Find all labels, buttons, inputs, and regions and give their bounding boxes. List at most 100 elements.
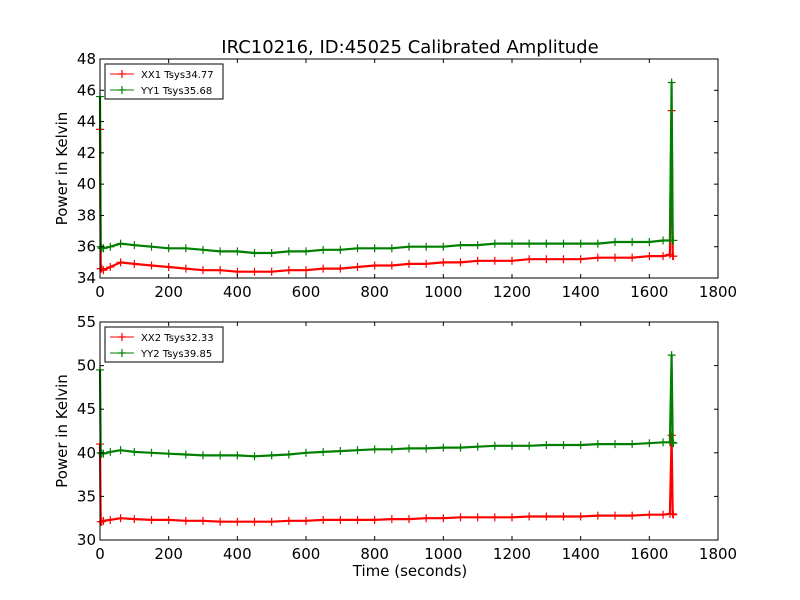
y-tick-label: 48 — [77, 50, 96, 68]
data-point-marker — [669, 439, 678, 448]
data-point-marker — [267, 248, 276, 257]
data-point-marker — [250, 517, 259, 526]
legend-box — [104, 63, 224, 100]
legend-entry: XX2 Tsys32.33 — [141, 333, 214, 344]
y-tick-label: 34 — [77, 269, 96, 287]
data-point-marker — [669, 236, 678, 245]
data-point-marker — [667, 351, 676, 360]
x-tick-label: 600 — [292, 283, 321, 301]
data-point-marker — [199, 451, 207, 460]
data-point-marker — [542, 239, 551, 248]
data-point-marker — [370, 515, 379, 524]
legend-marker — [118, 349, 126, 357]
x-tick-label: 1400 — [562, 283, 600, 301]
data-point-marker — [116, 239, 125, 248]
data-point-marker — [199, 245, 207, 254]
data-point-marker — [284, 247, 293, 256]
data-point-marker — [508, 513, 516, 522]
data-point-marker — [130, 259, 139, 268]
data-point-marker — [216, 266, 225, 275]
data-point-marker — [387, 515, 396, 524]
data-point-marker — [628, 253, 637, 262]
data-point-marker — [284, 516, 293, 525]
data-point-marker — [319, 515, 328, 524]
data-point-marker — [473, 513, 482, 522]
data-point-marker — [645, 238, 654, 247]
data-point-marker — [611, 253, 619, 262]
data-point-marker — [628, 238, 637, 247]
data-point-marker — [302, 247, 310, 256]
legend-marker — [118, 333, 126, 341]
data-point-marker — [628, 440, 637, 449]
data-point-marker — [216, 247, 225, 256]
data-point-marker — [668, 438, 677, 447]
data-point-marker — [353, 263, 362, 272]
data-point-marker — [233, 247, 242, 256]
y-tick-label: 40 — [77, 175, 96, 193]
data-point-marker — [559, 255, 568, 264]
data-point-marker — [645, 439, 654, 448]
data-point-marker — [353, 244, 362, 253]
data-point-marker — [302, 516, 310, 525]
x-tick-label: 1600 — [630, 283, 668, 301]
data-point-marker — [250, 452, 259, 461]
data-point-marker — [336, 264, 345, 273]
data-point-marker — [405, 444, 413, 453]
data-point-marker — [508, 239, 516, 248]
data-point-marker — [439, 242, 448, 251]
axes-frame — [99, 58, 719, 279]
data-point-marker — [456, 513, 465, 522]
bottom-x-axis-label: Time (seconds) — [352, 562, 468, 580]
data-point-marker — [147, 242, 156, 251]
data-point-marker — [370, 261, 379, 270]
data-point-marker — [233, 517, 242, 526]
y-tick-label: 46 — [77, 81, 96, 99]
y-tick-label: 40 — [77, 444, 96, 462]
data-point-marker — [336, 447, 345, 456]
data-point-marker — [473, 241, 482, 250]
data-point-marker — [405, 515, 413, 524]
data-point-marker — [593, 440, 602, 449]
data-point-marker — [659, 236, 668, 245]
data-point-marker — [525, 441, 534, 450]
data-point-marker — [456, 443, 465, 452]
data-point-marker — [302, 448, 310, 457]
data-point-marker — [659, 252, 668, 261]
data-point-marker — [336, 515, 345, 524]
data-point-marker — [439, 514, 448, 523]
y-axis-label: Power in Kelvin — [53, 112, 71, 226]
data-point-marker — [659, 510, 668, 519]
data-point-marker — [508, 256, 516, 265]
data-point-marker — [106, 515, 115, 524]
data-point-marker — [116, 258, 125, 267]
data-point-marker — [353, 446, 362, 455]
data-point-marker — [267, 517, 276, 526]
y-tick-label: 35 — [77, 487, 96, 505]
data-point-marker — [628, 511, 637, 520]
x-tick-label: 1400 — [562, 545, 600, 563]
data-point-marker — [508, 441, 516, 450]
data-point-marker — [456, 258, 465, 267]
axes-frame — [99, 321, 719, 541]
legend-entry: XX1 Tsys34.77 — [141, 70, 214, 81]
x-tick-label: 1800 — [699, 545, 737, 563]
data-point-marker — [164, 515, 173, 524]
data-point-marker — [370, 244, 379, 253]
data-point-marker — [669, 510, 678, 519]
data-point-marker — [525, 239, 534, 248]
data-point-marker — [216, 517, 225, 526]
data-point-marker — [106, 242, 115, 251]
x-tick-label: 1600 — [630, 545, 668, 563]
data-point-marker — [130, 241, 139, 250]
x-tick-label: 1000 — [424, 283, 462, 301]
data-point-marker — [667, 78, 676, 87]
data-point-marker — [490, 441, 499, 450]
data-point-marker — [181, 450, 190, 459]
y-axis-label: Power in Kelvin — [53, 374, 71, 488]
data-point-marker — [370, 445, 379, 454]
top-plot-panel: 0 200 400 600 800 1000 1200 1400 1600 1800 34 36 38 4… — [53, 50, 737, 301]
data-point-marker — [405, 259, 413, 268]
data-point-marker — [116, 446, 125, 455]
x-tick-label: 1200 — [493, 283, 531, 301]
data-point-marker — [250, 267, 259, 276]
